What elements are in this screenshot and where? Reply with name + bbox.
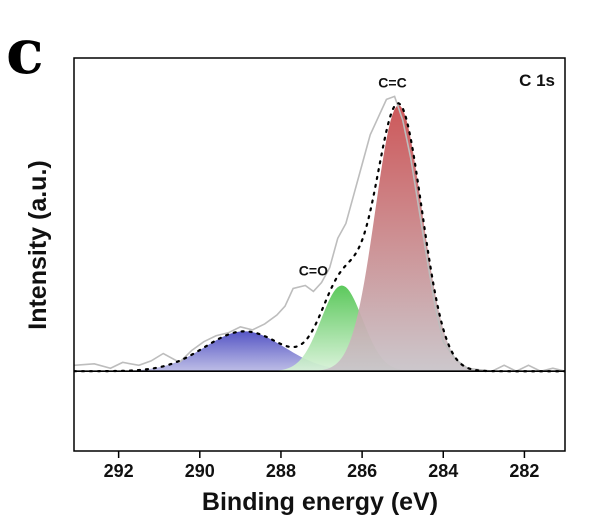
x-tick-label-286: 286 xyxy=(347,461,377,481)
x-axis-ticks: 292 290 288 286 284 282 xyxy=(104,451,539,481)
panel-letter: c xyxy=(6,15,44,88)
plot-area xyxy=(74,95,565,373)
x-tick-label-292: 292 xyxy=(104,461,134,481)
x-tick-label-284: 284 xyxy=(428,461,458,481)
plot-frame xyxy=(73,57,566,452)
peak-fill-c-o xyxy=(74,285,565,372)
x-axis-title: Binding energy (eV) xyxy=(202,488,438,516)
x-tick-label-282: 282 xyxy=(509,461,539,481)
fitted-envelope-dotted-line xyxy=(74,102,565,373)
peak-fill-o-c-o xyxy=(74,331,565,372)
peak-label-c-c: C=C xyxy=(378,74,406,90)
peak-label-c-o: C=O xyxy=(299,263,328,279)
raw-data-line xyxy=(74,95,565,373)
fitted-peaks xyxy=(74,105,565,372)
y-axis-title: Intensity (a.u.) xyxy=(24,160,52,329)
x-tick-label-290: 290 xyxy=(185,461,215,481)
x-tick-label-288: 288 xyxy=(266,461,296,481)
chart-title: C 1s xyxy=(519,71,555,90)
